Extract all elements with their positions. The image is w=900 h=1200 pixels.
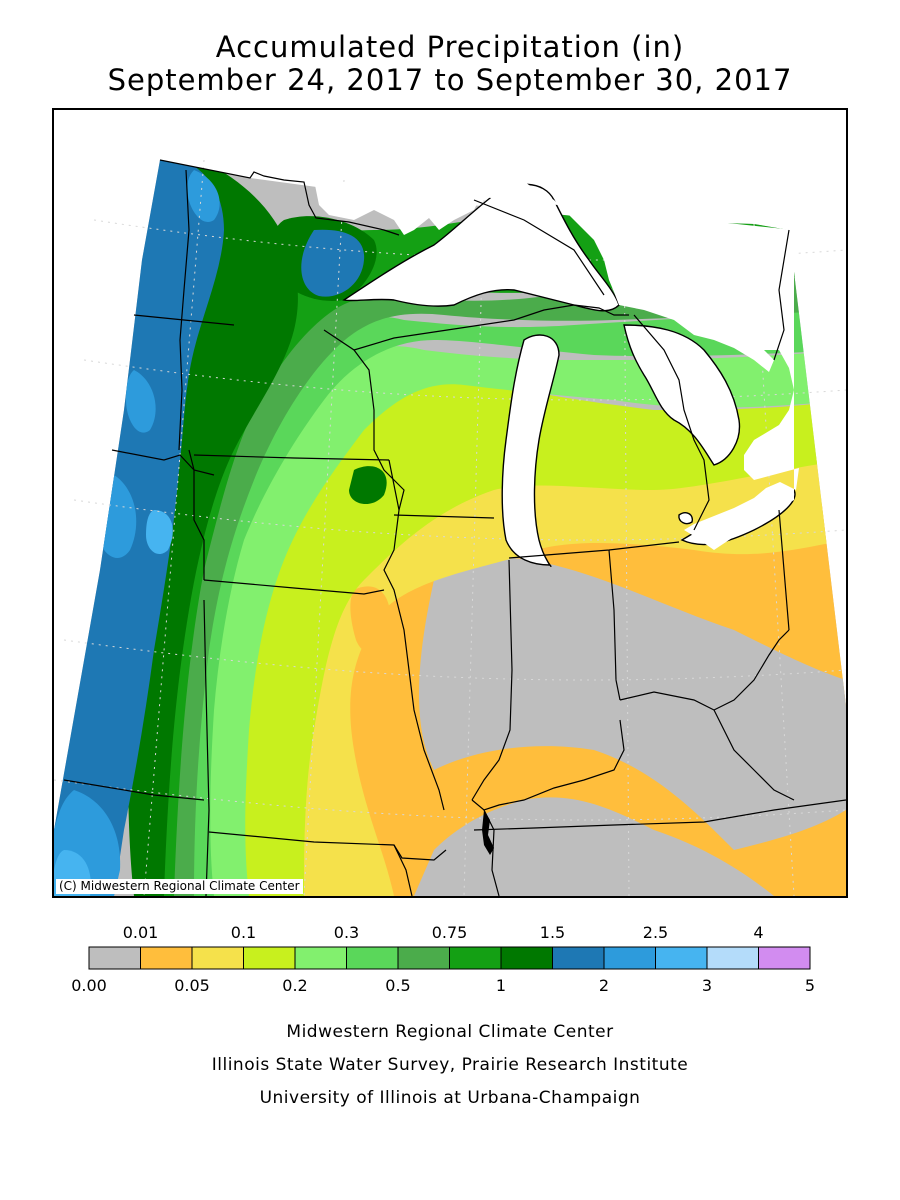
legend-bottom-label: 0.05 [174, 976, 210, 995]
legend-top-label: 0.1 [230, 923, 257, 942]
legend-bottom-label: 5 [804, 976, 816, 995]
credit-uiuc: University of Illinois at Urbana-Champai… [259, 1088, 641, 1108]
zone-1-15-spot [349, 466, 387, 505]
lake-superior [342, 183, 620, 312]
map-title: Accumulated Precipitation (in) [215, 30, 685, 64]
legend-top-label: 0.01 [122, 923, 159, 942]
legend-bottom-label: 0.5 [385, 976, 411, 995]
legend-bottom-label: 1 [495, 976, 507, 995]
legend-swatch [449, 946, 502, 970]
credit-mrcc: Midwestern Regional Climate Center [286, 1022, 614, 1042]
lake-small [678, 512, 693, 525]
legend-swatch [88, 946, 141, 970]
legend-swatch [140, 946, 193, 970]
zone-2-25-b [126, 370, 156, 433]
legend-bottom-label: 0.2 [282, 976, 308, 995]
copyright-notice: (C) Midwestern Regional Climate Center [56, 879, 303, 894]
legend-swatch [191, 946, 244, 970]
credit-isws: Illinois State Water Survey, Prairie Res… [211, 1055, 689, 1075]
legend-bottom-label: 3 [701, 976, 713, 995]
zone-0-001-center [419, 557, 846, 850]
legend-top-label: 1.5 [539, 923, 566, 942]
legend-swatch [603, 946, 656, 970]
zone-001-005-island [350, 586, 391, 654]
legend-swatch [500, 946, 553, 970]
lake-michigan [501, 334, 560, 567]
legend-top-label: 0.75 [431, 923, 468, 942]
legend-top-label: 4 [753, 923, 764, 942]
legend-swatch [706, 946, 759, 970]
color-legend: 0.01 0.1 0.3 0.75 1.5 2.5 4 0.00 0.05 0.2 0.5 1 2 3 5 [0, 920, 900, 1000]
legend-top-label: 2.5 [642, 923, 669, 942]
zone-25-3-a [146, 510, 173, 555]
zone-15-2-north [301, 229, 365, 297]
legend-bar [88, 946, 811, 970]
zone-005-01 [254, 446, 846, 896]
legend-swatch [243, 946, 296, 970]
zone-0-001-south [478, 843, 554, 896]
legend-swatch [397, 946, 450, 970]
legend-top-label: 0.3 [333, 923, 360, 942]
legend-swatch [346, 946, 399, 970]
map-date-range: September 24, 2017 to September 30, 2017 [107, 63, 793, 97]
legend-swatch [294, 946, 347, 970]
legend-swatch [655, 946, 708, 970]
zone-15-2 [54, 160, 224, 896]
legend-bottom-label: 0.00 [71, 976, 107, 995]
legend-bottom-label: 2 [598, 976, 610, 995]
zone-02-03 [192, 346, 846, 896]
state-boundaries [63, 159, 846, 896]
canada-land [246, 140, 799, 550]
legend-swatch [758, 946, 811, 970]
zone-2-25-a [187, 170, 220, 222]
legend-swatch [552, 946, 605, 970]
kentucky-lake [482, 810, 494, 855]
precipitation-map: (C) Midwestern Regional Climate Center [52, 108, 848, 898]
